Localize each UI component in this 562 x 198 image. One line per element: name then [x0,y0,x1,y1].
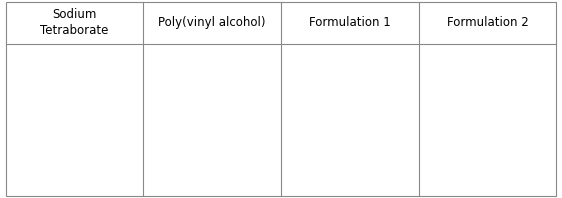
Text: Poly(vinyl alcohol): Poly(vinyl alcohol) [158,16,266,29]
Text: Formulation 1: Formulation 1 [309,16,391,29]
Text: Formulation 2: Formulation 2 [447,16,528,29]
Text: Sodium
Tetraborate: Sodium Tetraborate [40,8,108,37]
